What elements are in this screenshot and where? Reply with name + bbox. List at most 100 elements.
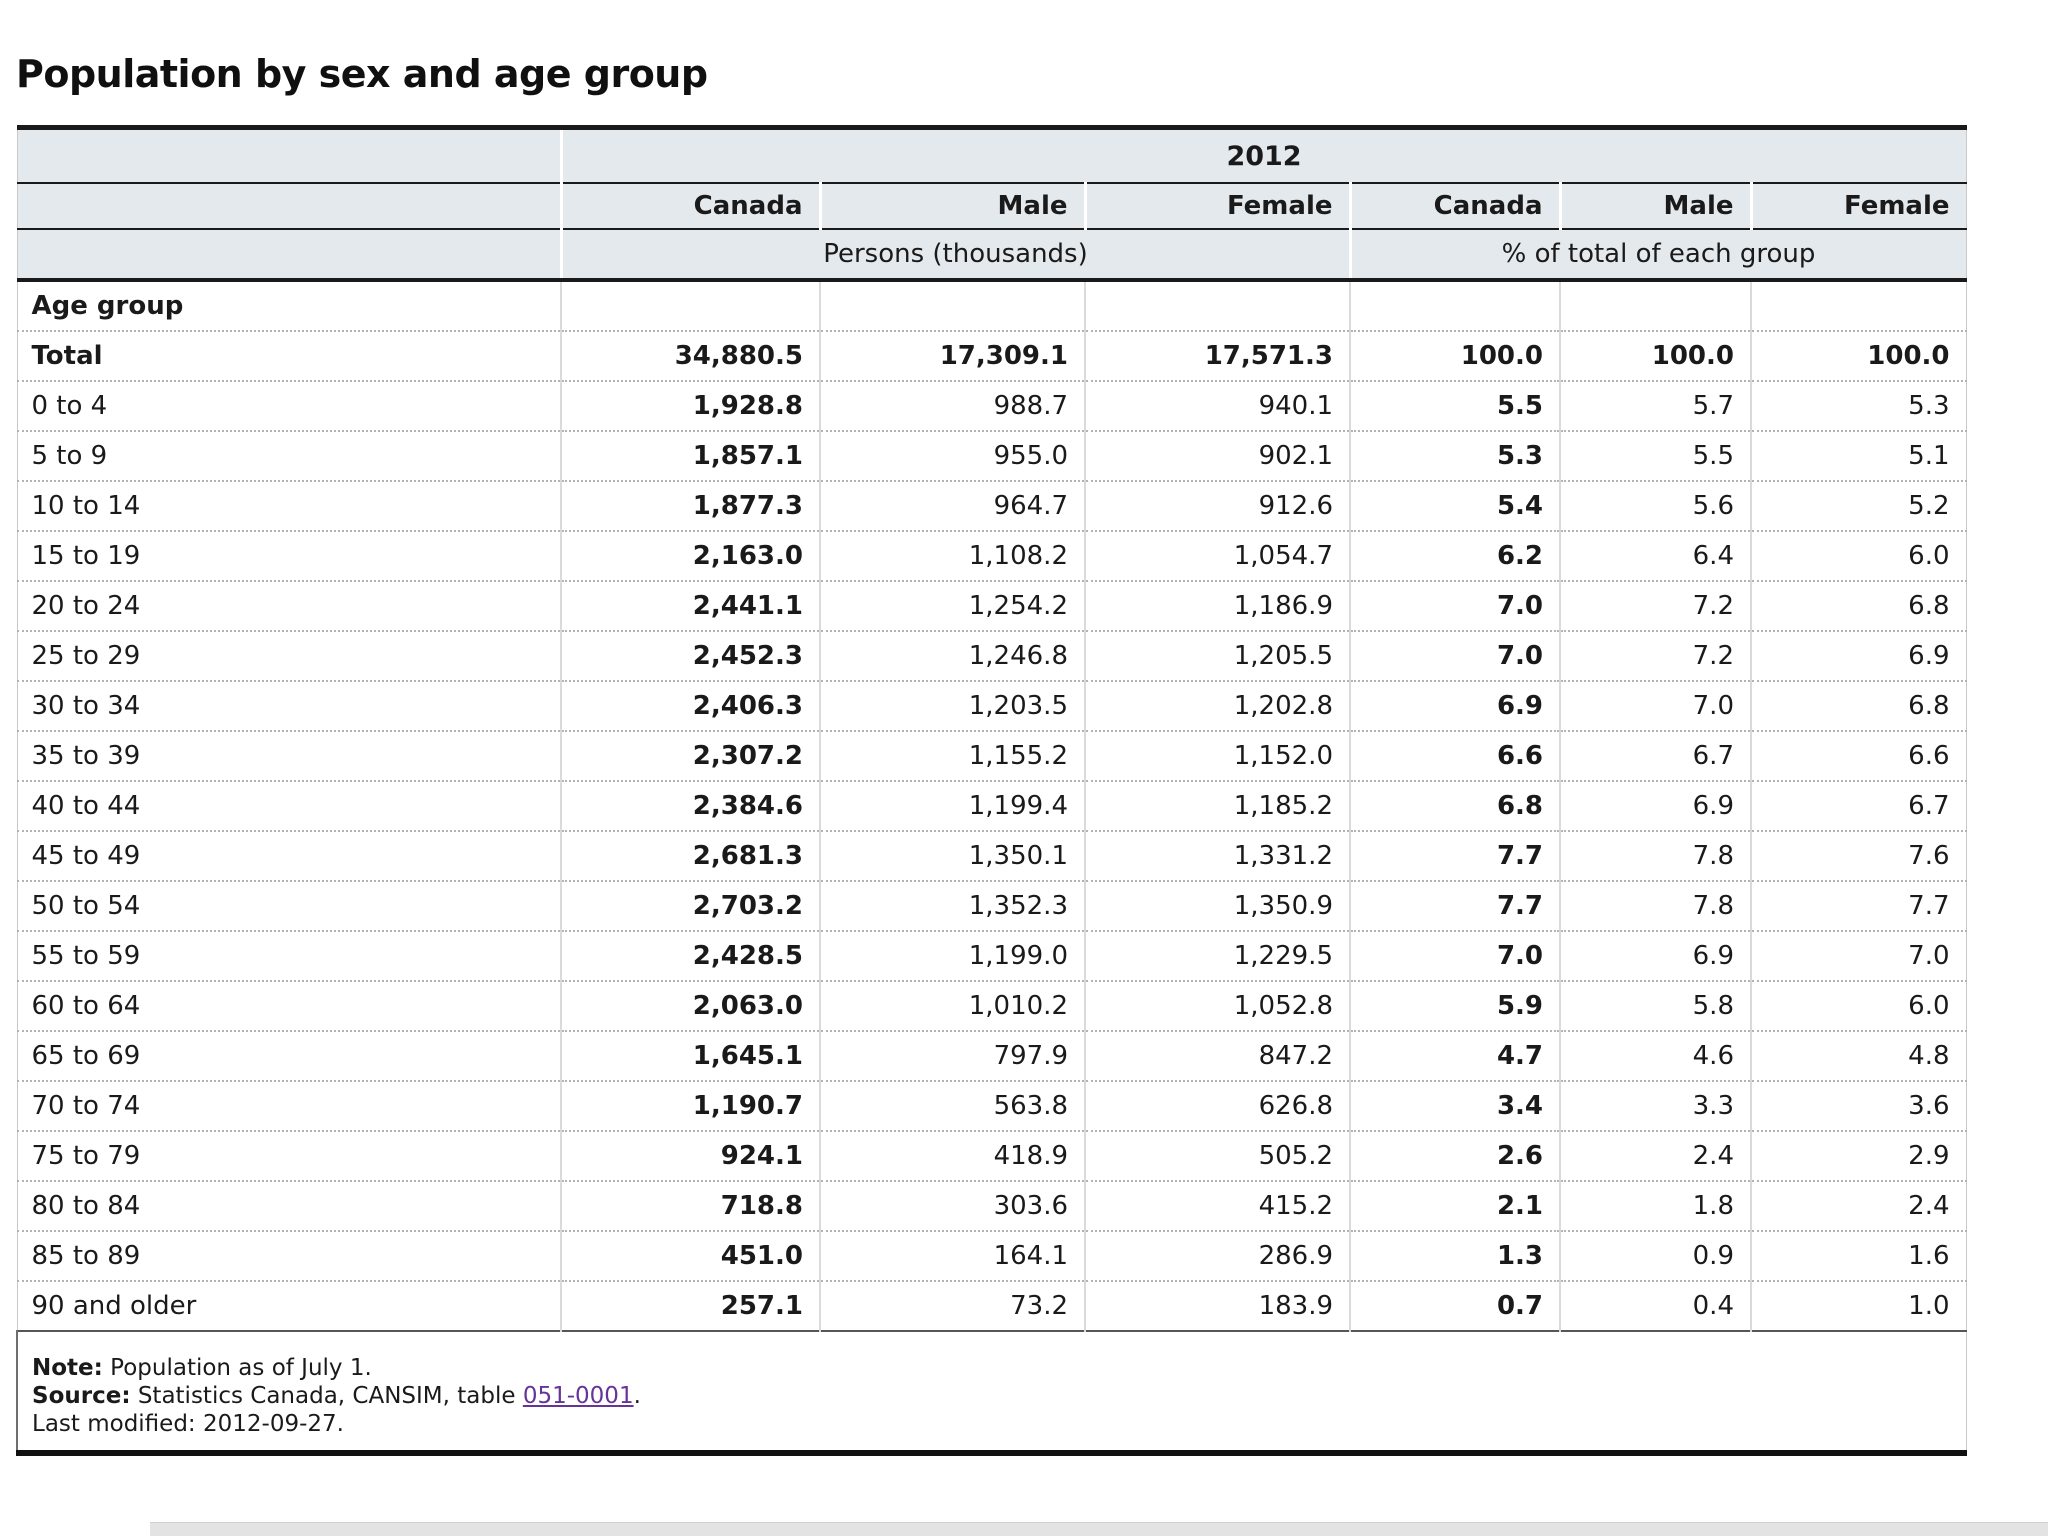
- value-cell: 955.0: [819, 430, 1085, 481]
- value-cell: 100.0: [1349, 330, 1560, 381]
- value-cell: 1,928.8: [560, 380, 820, 431]
- value-cell: 5.2: [1749, 480, 1967, 531]
- value-cell: 1,199.4: [819, 780, 1085, 831]
- value-cell: 303.6: [819, 1180, 1085, 1231]
- row-label: 85 to 89: [17, 1230, 561, 1281]
- column-header-row: Canada Male Female Canada Male Female: [17, 183, 1967, 230]
- unit-header-percent: % of total of each group: [1348, 229, 1967, 282]
- value-cell: 3.4: [1349, 1080, 1560, 1131]
- value-cell: 797.9: [819, 1030, 1085, 1081]
- row-label: 40 to 44: [17, 780, 561, 831]
- row-label: 90 and older: [17, 1280, 561, 1331]
- empty-cell: [1084, 280, 1350, 331]
- value-cell: 7.0: [1349, 580, 1560, 631]
- value-cell: 418.9: [819, 1130, 1085, 1181]
- cansim-table-link[interactable]: 051-0001: [522, 1383, 634, 1409]
- population-table-wrap: 2012 Canada Male Female Canada Male Fema…: [15, 125, 1967, 1456]
- value-cell: 6.8: [1349, 780, 1560, 831]
- value-cell: 5.8: [1559, 980, 1751, 1031]
- corner-cell: [17, 127, 561, 184]
- empty-cell: [819, 280, 1085, 331]
- table-row: 75 to 79 924.1 418.9 505.2 2.6 2.4 2.9: [17, 1130, 1967, 1181]
- source-line: Source: Statistics Canada, CANSIM, table…: [32, 1382, 1966, 1410]
- value-cell: 2,307.2: [560, 730, 820, 781]
- row-label: 75 to 79: [17, 1130, 561, 1181]
- row-label: 10 to 14: [17, 480, 561, 531]
- value-cell: 5.4: [1349, 480, 1560, 531]
- table-row: 20 to 24 2,441.1 1,254.2 1,186.9 7.0 7.2 6.8: [17, 580, 1967, 631]
- table-row: Total 34,880.5 17,309.1 17,571.3 100.0 100.0 1…: [17, 330, 1967, 381]
- value-cell: 2.4: [1559, 1130, 1751, 1181]
- value-cell: 17,309.1: [819, 330, 1085, 381]
- value-cell: 286.9: [1084, 1230, 1350, 1281]
- value-cell: 7.2: [1559, 630, 1751, 681]
- value-cell: 2.1: [1349, 1180, 1560, 1231]
- value-cell: 6.9: [1559, 780, 1751, 831]
- table-row: 40 to 44 2,384.6 1,199.4 1,185.2 6.8 6.9 6.7: [17, 780, 1967, 831]
- value-cell: 100.0: [1559, 330, 1751, 381]
- value-cell: 1,877.3: [560, 480, 820, 531]
- corner-cell: [17, 229, 561, 282]
- col-header-female-persons: Female: [1083, 183, 1350, 230]
- value-cell: 6.9: [1559, 930, 1751, 981]
- value-cell: 2,428.5: [560, 930, 820, 981]
- value-cell: 7.2: [1559, 580, 1751, 631]
- value-cell: 7.0: [1559, 680, 1751, 731]
- value-cell: 100.0: [1749, 330, 1967, 381]
- value-cell: 1,246.8: [819, 630, 1085, 681]
- value-cell: 7.8: [1559, 830, 1751, 881]
- horizontal-scrollbar[interactable]: [150, 1522, 2048, 1536]
- source-period: .: [633, 1383, 641, 1409]
- table-row: 30 to 34 2,406.3 1,203.5 1,202.8 6.9 7.0 6.8: [17, 680, 1967, 731]
- value-cell: 3.6: [1749, 1080, 1967, 1131]
- row-label: 50 to 54: [17, 880, 561, 931]
- value-cell: 5.6: [1559, 480, 1751, 531]
- value-cell: 5.5: [1559, 430, 1751, 481]
- value-cell: 257.1: [560, 1280, 820, 1331]
- value-cell: 563.8: [819, 1080, 1085, 1131]
- value-cell: 924.1: [560, 1130, 820, 1181]
- empty-cell: [560, 280, 820, 331]
- value-cell: 7.0: [1749, 930, 1967, 981]
- table-header: 2012 Canada Male Female Canada Male Fema…: [17, 127, 1967, 282]
- section-header-row: Age group: [17, 280, 1967, 331]
- year-header-row: 2012: [17, 127, 1967, 184]
- value-cell: 1.6: [1749, 1230, 1967, 1281]
- value-cell: 7.0: [1349, 930, 1560, 981]
- table-row: 55 to 59 2,428.5 1,199.0 1,229.5 7.0 6.9 7.0: [17, 930, 1967, 981]
- value-cell: 7.7: [1349, 830, 1560, 881]
- row-label: 45 to 49: [17, 830, 561, 881]
- value-cell: 5.3: [1749, 380, 1967, 431]
- value-cell: 1,152.0: [1084, 730, 1350, 781]
- value-cell: 7.7: [1349, 880, 1560, 931]
- value-cell: 6.8: [1749, 680, 1967, 731]
- value-cell: 5.5: [1349, 380, 1560, 431]
- corner-cell: [17, 183, 561, 230]
- col-header-male-pct: Male: [1558, 183, 1751, 230]
- value-cell: 7.0: [1349, 630, 1560, 681]
- value-cell: 505.2: [1084, 1130, 1350, 1181]
- value-cell: 1,645.1: [560, 1030, 820, 1081]
- value-cell: 902.1: [1084, 430, 1350, 481]
- col-header-canada-pct: Canada: [1348, 183, 1560, 230]
- value-cell: 7.7: [1749, 880, 1967, 931]
- table-row: 15 to 19 2,163.0 1,108.2 1,054.7 6.2 6.4 6.0: [17, 530, 1967, 581]
- note-line: Note: Population as of July 1.: [32, 1354, 1966, 1382]
- value-cell: 2.9: [1749, 1130, 1967, 1181]
- value-cell: 1,010.2: [819, 980, 1085, 1031]
- value-cell: 0.7: [1349, 1280, 1560, 1331]
- value-cell: 73.2: [819, 1280, 1085, 1331]
- row-label: 30 to 34: [17, 680, 561, 731]
- value-cell: 164.1: [819, 1230, 1085, 1281]
- value-cell: 6.4: [1559, 530, 1751, 581]
- value-cell: 2,063.0: [560, 980, 820, 1031]
- value-cell: 1.0: [1749, 1280, 1967, 1331]
- row-label: 70 to 74: [17, 1080, 561, 1131]
- value-cell: 3.3: [1559, 1080, 1751, 1131]
- footer-row: Note: Population as of July 1. Source: S…: [15, 1330, 1967, 1456]
- value-cell: 6.9: [1749, 630, 1967, 681]
- table-row: 60 to 64 2,063.0 1,010.2 1,052.8 5.9 5.8 6.0: [17, 980, 1967, 1031]
- year-header-cell: 2012: [559, 127, 1967, 184]
- empty-cell: [1749, 280, 1967, 331]
